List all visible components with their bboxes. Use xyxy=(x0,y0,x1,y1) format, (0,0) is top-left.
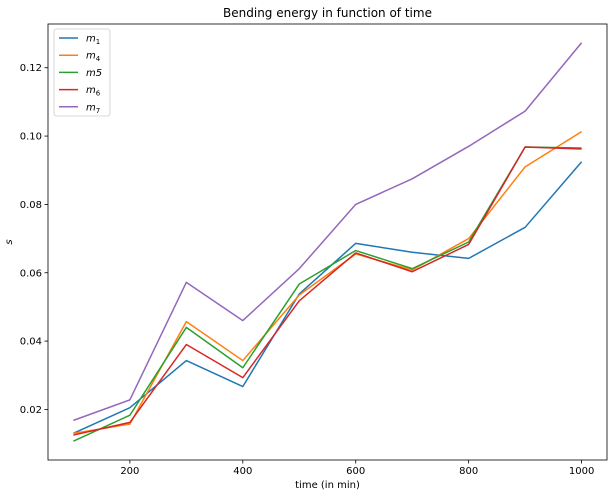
x-tick-label: 400 xyxy=(233,466,252,477)
y-tick-label: 0.12 xyxy=(20,63,42,74)
series-line-m4 xyxy=(73,130,582,435)
plot-lines xyxy=(73,42,583,442)
y-axis: 0.02 0.04 0.06 0.08 0.10 0.12 xyxy=(20,63,48,416)
y-tick-label: 0.04 xyxy=(20,337,42,348)
legend-entry: m5 xyxy=(86,68,102,79)
x-tick-label: 600 xyxy=(346,466,365,477)
plot-frame xyxy=(47,23,608,461)
x-tick-label: 200 xyxy=(120,466,139,477)
x-tick-label: 1000 xyxy=(569,466,594,477)
series-line-m6 xyxy=(73,146,582,436)
y-tick-label: 0.10 xyxy=(20,132,42,143)
series-line-m1 xyxy=(73,161,583,435)
y-tick-label: 0.02 xyxy=(20,405,42,416)
y-axis-label: s xyxy=(4,239,15,244)
y-tick-label: 0.06 xyxy=(20,268,42,279)
chart-title: Bending energy in function of time xyxy=(223,6,432,20)
legend-box xyxy=(53,28,111,117)
x-tick-label: 800 xyxy=(459,466,478,477)
x-axis-label: time (in min) xyxy=(295,480,360,491)
series-line-m7 xyxy=(73,42,583,422)
y-tick-label: 0.08 xyxy=(20,200,42,211)
x-axis: 200 400 600 800 1000 xyxy=(120,460,594,477)
